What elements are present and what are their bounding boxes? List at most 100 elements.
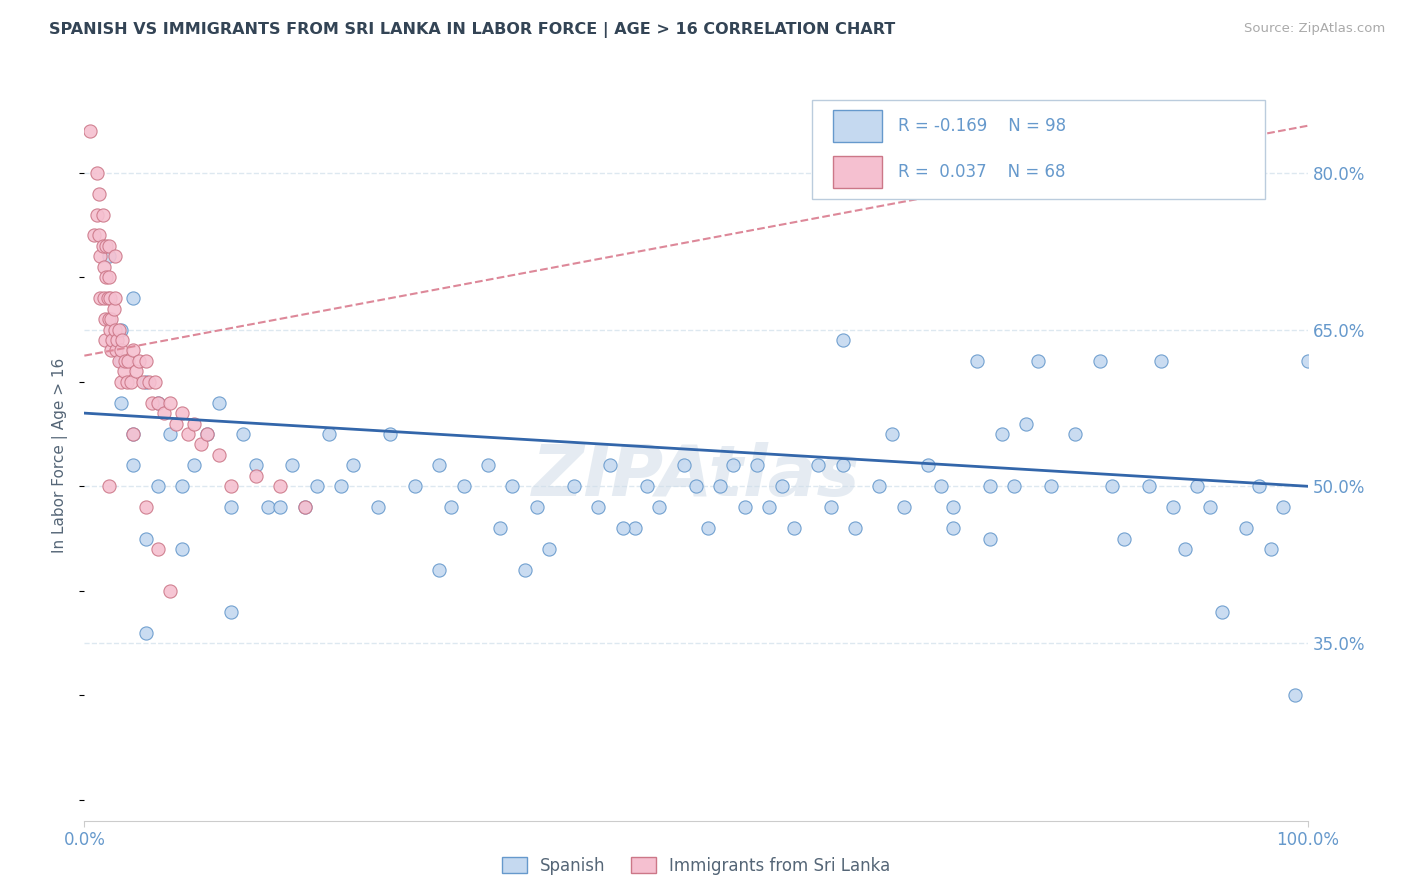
Point	[269, 500, 291, 515]
Point	[115, 375, 138, 389]
Point	[734, 500, 756, 515]
Point	[89, 291, 111, 305]
Point	[820, 500, 842, 515]
Point	[91, 239, 114, 253]
Point	[427, 563, 450, 577]
Point	[342, 458, 364, 473]
Point	[98, 322, 121, 336]
Point	[105, 343, 128, 358]
Point	[122, 458, 145, 473]
Point	[110, 354, 132, 368]
Point	[104, 291, 127, 305]
Point	[96, 270, 118, 285]
Point	[153, 406, 176, 420]
Point	[427, 458, 450, 473]
Point	[1236, 521, 1258, 535]
Point	[128, 354, 150, 368]
Text: Source: ZipAtlas.com: Source: ZipAtlas.com	[1244, 22, 1385, 36]
Point	[219, 479, 242, 493]
Point	[245, 468, 267, 483]
Point	[110, 375, 132, 389]
Y-axis label: In Labor Force | Age > 16: In Labor Force | Age > 16	[52, 358, 69, 552]
Point	[770, 479, 793, 493]
Point	[107, 322, 129, 336]
Point	[135, 625, 157, 640]
Point	[83, 228, 105, 243]
Point	[599, 458, 621, 473]
Point	[1198, 500, 1220, 515]
Point	[120, 375, 142, 389]
Point	[97, 479, 120, 493]
Point	[672, 458, 695, 473]
Point	[942, 521, 965, 535]
Point	[208, 448, 231, 462]
Point	[966, 354, 988, 368]
Point	[869, 479, 891, 493]
Point	[880, 427, 903, 442]
Point	[135, 532, 157, 546]
Point	[190, 437, 212, 451]
Point	[172, 541, 194, 556]
Point	[929, 479, 952, 493]
Point	[294, 500, 316, 515]
Point	[135, 500, 157, 515]
Point	[1137, 479, 1160, 493]
Bar	[832, 111, 882, 142]
Point	[183, 417, 205, 431]
Point	[294, 500, 316, 515]
Point	[91, 208, 114, 222]
Point	[367, 500, 389, 515]
Point	[100, 343, 122, 358]
Point	[1150, 354, 1173, 368]
Point	[122, 343, 145, 358]
Point	[146, 395, 169, 409]
Point	[1260, 541, 1282, 556]
Point	[172, 406, 194, 420]
Point	[86, 208, 108, 222]
Point	[721, 458, 744, 473]
Point	[79, 124, 101, 138]
Point	[477, 458, 499, 473]
Point	[94, 333, 117, 347]
Text: SPANISH VS IMMIGRANTS FROM SRI LANKA IN LABOR FORCE | AGE > 16 CORRELATION CHART: SPANISH VS IMMIGRANTS FROM SRI LANKA IN …	[49, 22, 896, 38]
Point	[330, 479, 353, 493]
Point	[783, 521, 806, 535]
Point	[208, 395, 231, 409]
Point	[177, 427, 200, 442]
Point	[612, 521, 634, 535]
Point	[100, 312, 122, 326]
Point	[1015, 417, 1038, 431]
Point	[513, 563, 536, 577]
Point	[709, 479, 731, 493]
Point	[1088, 354, 1111, 368]
Point	[94, 312, 117, 326]
Point	[1101, 479, 1123, 493]
Point	[103, 301, 125, 316]
Point	[807, 458, 830, 473]
Legend: Spanish, Immigrants from Sri Lanka: Spanish, Immigrants from Sri Lanka	[495, 850, 897, 882]
Point	[562, 479, 585, 493]
Point	[87, 228, 110, 243]
Point	[146, 479, 169, 493]
Point	[97, 249, 120, 263]
Point	[122, 291, 145, 305]
Point	[159, 583, 181, 598]
Point	[305, 479, 328, 493]
Bar	[832, 156, 882, 188]
Point	[105, 333, 128, 347]
Point	[979, 479, 1001, 493]
Point	[942, 500, 965, 515]
Point	[747, 458, 769, 473]
Point	[97, 270, 120, 285]
Point	[141, 395, 163, 409]
Point	[110, 322, 132, 336]
Point	[125, 364, 148, 378]
Point	[1039, 479, 1062, 493]
Point	[112, 364, 135, 378]
Point	[93, 291, 115, 305]
Point	[758, 500, 780, 515]
Point	[98, 291, 121, 305]
Point	[89, 249, 111, 263]
Text: R =  0.037    N = 68: R = 0.037 N = 68	[898, 163, 1066, 181]
Point	[110, 395, 132, 409]
